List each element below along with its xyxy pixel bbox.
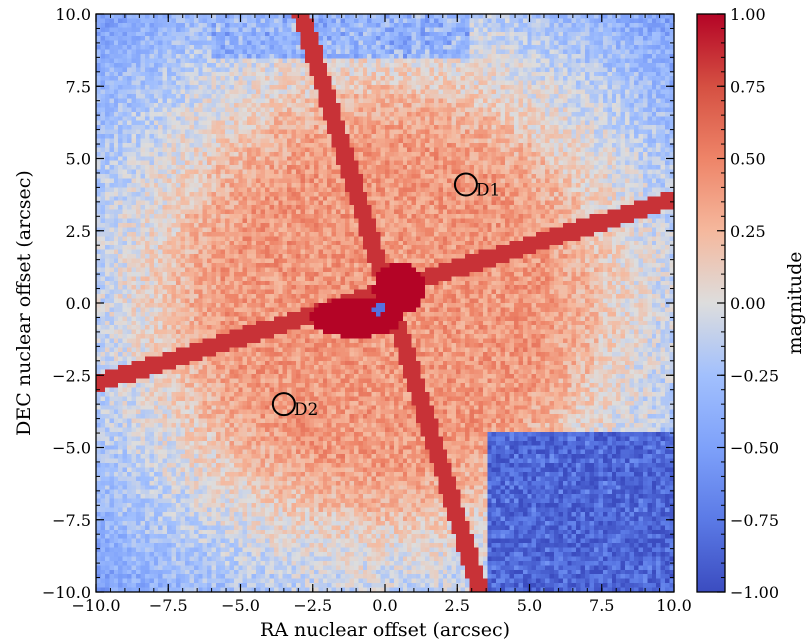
x-tick-label: 10.0 — [656, 596, 692, 615]
marker-circle-d2 — [271, 392, 296, 417]
y-axis-ticks: −10.0 −7.5 −5.0 −2.5 0.0 2.5 5.0 7.5 10.0 — [42, 5, 674, 602]
marker-label-d1: D1 — [476, 181, 500, 201]
x-axis-title: RA nuclear offset (arcsec) — [260, 619, 510, 641]
colorbar-tick-label: 0.75 — [730, 77, 766, 96]
y-tick-label: 7.5 — [66, 77, 91, 96]
colorbar-tick-label: −0.25 — [730, 366, 779, 385]
y-tick-label: 0.0 — [66, 294, 91, 313]
colorbar-tick-label: 0.50 — [730, 150, 766, 169]
x-tick-label: −5.0 — [221, 596, 260, 615]
x-tick-label: −2.5 — [293, 596, 332, 615]
colorbar-tick-label: 0.00 — [730, 294, 766, 313]
y-tick-label: 2.5 — [66, 222, 91, 241]
y-tick-label: 5.0 — [66, 150, 91, 169]
marker-label-d2: D2 — [294, 400, 318, 420]
y-tick-label: −7.5 — [52, 511, 91, 530]
markers-layer: D1 D2 — [271, 172, 500, 420]
x-tick-label: −7.5 — [149, 596, 188, 615]
marker-circle-d1 — [453, 172, 478, 197]
colorbar-ticks: −1.00 −0.75 −0.50 −0.25 0.00 0.25 0.50 0.75 1.00 — [717, 5, 779, 602]
x-tick-label: −10.0 — [71, 596, 120, 615]
y-tick-label: −10.0 — [42, 583, 91, 602]
heatmap-image — [96, 14, 674, 592]
y-tick-label: 10.0 — [55, 5, 91, 24]
heatmap-raster — [96, 14, 674, 592]
colorbar-tick-label: −0.50 — [730, 439, 779, 458]
colorbar-tick-label: −1.00 — [730, 583, 779, 602]
colorbar-title: magnitude — [784, 251, 806, 354]
y-axis-title: DEC nuclear offset (arcsec) — [13, 170, 35, 436]
x-tick-label: 2.5 — [445, 596, 470, 615]
y-tick-label: −5.0 — [52, 439, 91, 458]
x-tick-label: 0.0 — [372, 596, 397, 615]
x-tick-label: 7.5 — [589, 596, 614, 615]
colorbar-tick-label: 1.00 — [730, 5, 766, 24]
y-tick-label: −2.5 — [52, 366, 91, 385]
colorbar-tick-label: 0.25 — [730, 222, 766, 241]
x-axis-ticks: −10.0 −7.5 −5.0 −2.5 0.0 2.5 5.0 7.5 10.0 — [71, 14, 692, 615]
x-tick-label: 5.0 — [517, 596, 542, 615]
colorbar-tick-label: −0.75 — [730, 511, 779, 530]
